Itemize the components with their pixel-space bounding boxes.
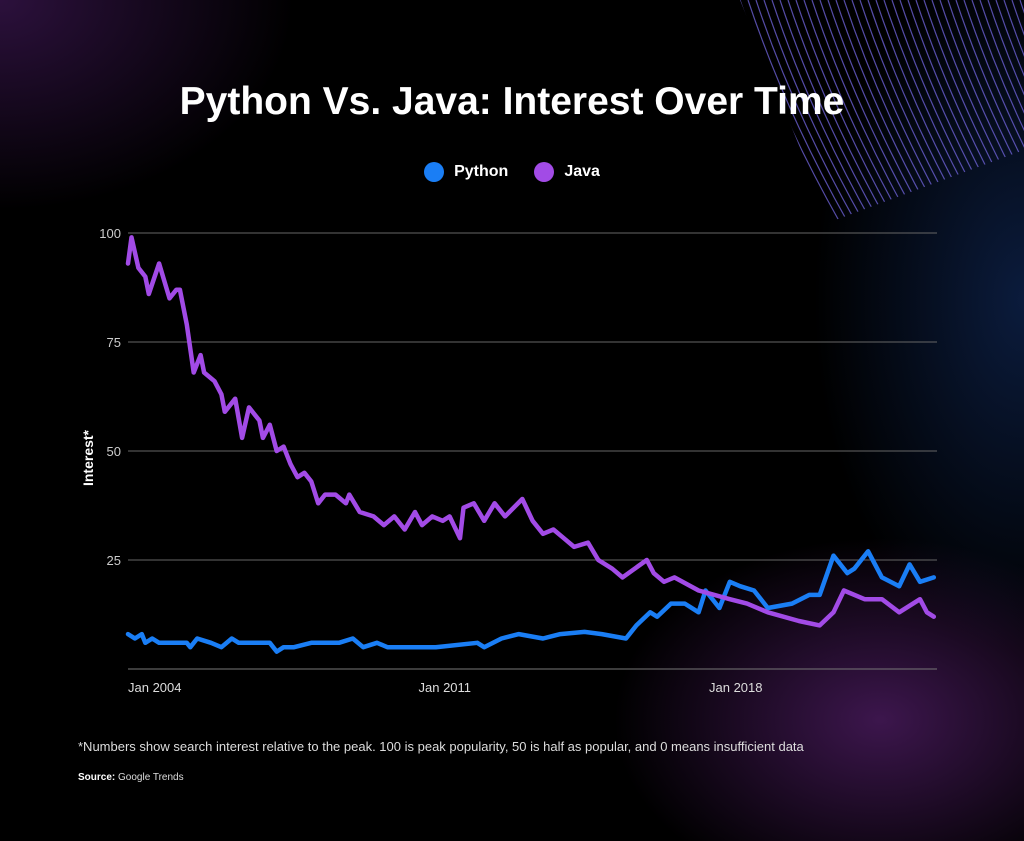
legend-label-java: Java xyxy=(564,163,600,180)
decorative-line xyxy=(987,0,1024,222)
series-line-java xyxy=(125,235,937,628)
source-label: Source: xyxy=(78,772,116,783)
decorative-line xyxy=(939,0,1024,222)
y-tick-label: 25 xyxy=(107,553,121,568)
legend-swatch-java xyxy=(534,162,555,182)
decorative-line xyxy=(979,0,1024,222)
decorative-line xyxy=(955,0,1024,222)
decorative-line xyxy=(931,0,1024,222)
y-tick-label: 75 xyxy=(107,335,121,350)
decorative-line xyxy=(1011,0,1024,222)
decorative-line xyxy=(1003,0,1024,222)
legend-item-python: Python xyxy=(424,162,508,182)
y-tick-label: 100 xyxy=(99,226,121,241)
chart-title: Python Vs. Java: Interest Over Time xyxy=(179,80,845,123)
decorative-line xyxy=(755,0,867,222)
legend-swatch-python xyxy=(424,162,445,182)
legend-item-java: Java xyxy=(534,162,600,182)
decorative-line xyxy=(947,0,1024,222)
legend: Python Java xyxy=(0,162,1024,182)
y-tick-label: 50 xyxy=(107,444,121,459)
series-line-python xyxy=(125,549,937,654)
source: Source: Google Trends xyxy=(78,772,184,783)
x-tick-label: Jan 2011 xyxy=(419,680,472,695)
decorative-line xyxy=(763,0,875,222)
source-value: Google Trends xyxy=(118,772,184,783)
decorative-line xyxy=(971,0,1024,222)
footnote: *Numbers show search interest relative t… xyxy=(78,739,804,754)
decorative-line xyxy=(747,0,859,222)
decorative-line xyxy=(995,0,1024,222)
x-tick-label: Jan 2004 xyxy=(128,680,182,695)
legend-label-python: Python xyxy=(454,163,509,180)
decorative-line xyxy=(963,0,1024,222)
x-tick-label: Jan 2018 xyxy=(709,680,763,695)
